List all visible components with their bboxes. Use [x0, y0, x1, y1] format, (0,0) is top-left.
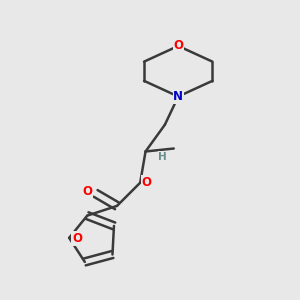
Text: O: O: [72, 232, 82, 245]
Text: H: H: [158, 152, 167, 162]
Text: N: N: [173, 90, 183, 103]
Text: O: O: [82, 185, 92, 198]
Text: O: O: [142, 176, 152, 189]
Text: O: O: [173, 40, 183, 52]
